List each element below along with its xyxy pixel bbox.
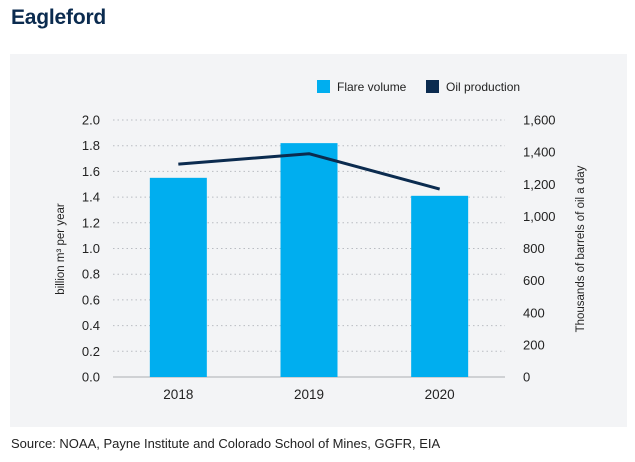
- y-tick-label: 1.8: [82, 138, 100, 153]
- y-tick-label: 0.0: [82, 370, 100, 385]
- y-tick-label: 1.6: [82, 164, 100, 179]
- y2-tick-label: 0: [523, 370, 530, 385]
- bar-flare-2020: [411, 195, 469, 377]
- y-tick-label: 0.2: [82, 344, 100, 359]
- y2-tick-label: 1,200: [523, 177, 556, 192]
- legend-swatch-flare: [317, 80, 330, 93]
- x-tick-label: 2019: [294, 387, 324, 402]
- bar-flare-2018: [149, 177, 207, 377]
- y-tick-label: 1.2: [82, 215, 100, 230]
- y-tick-label: 0.6: [82, 292, 100, 307]
- y-axis-title: billion m³ per year: [55, 203, 67, 295]
- y2-tick-label: 1,000: [523, 209, 556, 224]
- y2-tick-label: 400: [523, 305, 545, 320]
- y-tick-label: 0.4: [82, 318, 100, 333]
- legend-label-oil: Oil production: [446, 80, 520, 94]
- y-tick-label: 2.0: [82, 113, 100, 128]
- y-tick-label: 1.0: [82, 241, 100, 256]
- x-tick-label: 2018: [163, 387, 193, 402]
- y2-tick-label: 600: [523, 273, 545, 288]
- source-note: Source: NOAA, Payne Institute and Colora…: [11, 436, 441, 451]
- y-tick-label: 0.8: [82, 267, 100, 282]
- y2-tick-label: 1,600: [523, 113, 556, 128]
- y2-tick-label: 200: [523, 337, 545, 352]
- x-tick-label: 2020: [425, 387, 455, 402]
- legend-swatch-oil: [426, 80, 439, 93]
- legend-label-flare: Flare volume: [337, 80, 407, 94]
- y-tick-label: 1.4: [82, 190, 100, 205]
- y2-tick-label: 1,400: [523, 145, 556, 160]
- chart-title: Eagleford: [11, 6, 107, 29]
- y2-tick-label: 800: [523, 241, 545, 256]
- y2-axis-title: Thousands of barrels of oil a day: [575, 165, 587, 332]
- bar-flare-2019: [280, 143, 338, 377]
